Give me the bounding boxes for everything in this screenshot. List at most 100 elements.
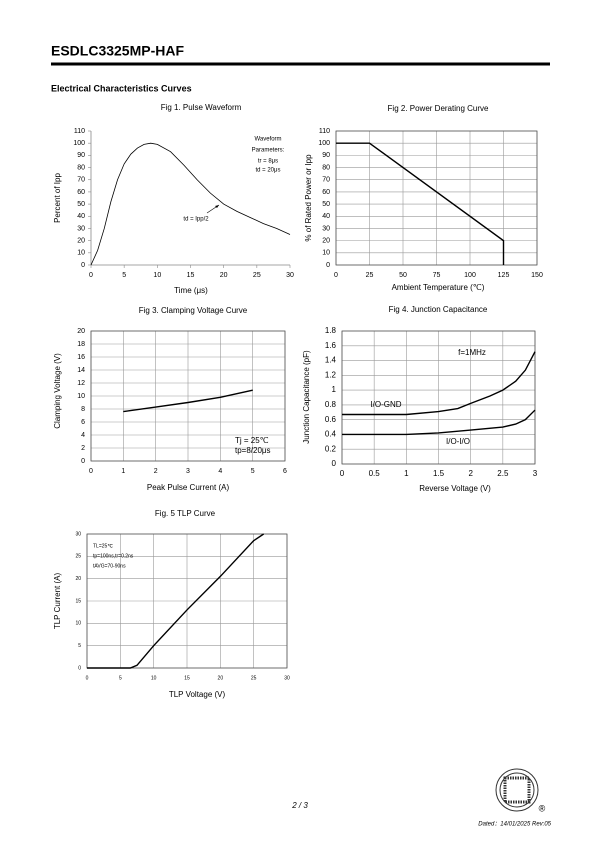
y-tick-label: 20 [75, 576, 81, 582]
y-tick-label: 20 [77, 328, 85, 335]
x-axis-label: Reverse Voltage (V) [419, 484, 491, 493]
y-tick-label: 60 [322, 189, 330, 196]
x-tick-label: 10 [151, 675, 157, 681]
y-tick-label: 90 [77, 152, 85, 159]
y-axis-label: TLP Current (A) [53, 573, 62, 630]
y-tick-label: 0 [78, 665, 81, 671]
plot-frame [90, 330, 286, 462]
plot-frame [86, 533, 288, 669]
x-axis-label: TLP Voltage (V) [169, 690, 226, 699]
y-tick-label: 30 [75, 531, 81, 537]
y-tick-label: 70 [77, 177, 85, 184]
y-tick-label: 10 [77, 393, 85, 400]
y-tick-label: 30 [322, 225, 330, 232]
y-tick-label: 0 [81, 458, 85, 465]
x-tick-label: 150 [531, 272, 543, 279]
y-tick-label: 100 [318, 140, 330, 147]
x-tick-label: 1 [121, 468, 125, 475]
x-tick-label: 20 [218, 675, 224, 681]
y-tick-label: 1 [332, 385, 337, 394]
arrow-head [215, 205, 219, 208]
annotation: f=1MHz [458, 348, 486, 357]
series-label: I/O-I/O [446, 437, 470, 446]
y-tick-label: 10 [322, 250, 330, 257]
y-tick-label: 100 [73, 140, 85, 147]
logo [495, 768, 539, 812]
annotation: tp=100ns,tr=0.2ns [93, 553, 134, 559]
y-tick-label: 110 [74, 128, 85, 135]
chart-title: Fig 4. Junction Capacitance [389, 305, 488, 314]
series-line [123, 389, 253, 413]
y-tick-label: 60 [77, 189, 85, 196]
y-tick-label: 40 [77, 213, 85, 220]
chart-title: Fig 1. Pulse Waveform [161, 103, 242, 112]
y-tick-label: 20 [322, 237, 330, 244]
x-tick-label: 6 [283, 468, 287, 475]
x-tick-label: 15 [187, 272, 195, 279]
annotation: Parameters: [252, 148, 285, 154]
y-tick-label: 90 [322, 152, 330, 159]
x-tick-label: 15 [184, 675, 190, 681]
y-tick-label: 16 [77, 354, 85, 361]
x-tick-label: 125 [498, 272, 510, 279]
x-axis-label: Time (μs) [174, 286, 208, 295]
y-tick-label: 70 [322, 177, 330, 184]
chart-title: Fig. 5 TLP Curve [155, 509, 216, 518]
x-axis-label: Ambient Temperature (℃) [392, 283, 485, 292]
section-title: Electrical Characteristics Curves [51, 83, 192, 93]
y-tick-label: 30 [77, 225, 85, 232]
y-axis-label: Percent of Ipp [53, 173, 62, 223]
x-tick-label: 2.5 [497, 469, 509, 478]
x-tick-label: 0.5 [369, 469, 381, 478]
annotation: td = 20μs [256, 168, 281, 174]
y-axis-label: Clamping Voltage (V) [53, 353, 62, 429]
y-tick-label: 50 [77, 201, 85, 208]
x-tick-label: 30 [284, 675, 290, 681]
y-tick-label: 0.2 [325, 444, 337, 453]
y-tick-label: 20 [77, 237, 85, 244]
x-tick-label: 75 [433, 272, 441, 279]
y-tick-label: 0 [326, 262, 330, 269]
x-tick-label: 5 [251, 468, 255, 475]
dated: Dated：14/01/2025 Rev:05 [478, 822, 551, 828]
y-tick-label: 1.8 [325, 326, 337, 335]
y-tick-label: 1.6 [325, 341, 337, 350]
y-axis-label: % of Rated Power or Ipp [304, 154, 313, 242]
annotation: tr = 8μs [258, 159, 278, 165]
y-tick-label: 6 [81, 419, 85, 426]
y-tick-label: 4 [81, 432, 85, 439]
x-tick-label: 0 [340, 469, 345, 478]
x-tick-label: 2 [154, 468, 158, 475]
y-tick-label: 0.6 [325, 415, 337, 424]
y-tick-label: 50 [322, 201, 330, 208]
x-tick-label: 1.5 [433, 469, 445, 478]
y-tick-label: 10 [77, 250, 85, 257]
doc-title: ESDLC3325MP-HAF [51, 43, 184, 59]
annotation: Waveform [254, 137, 281, 143]
y-tick-label: 40 [322, 213, 330, 220]
y-tick-label: 14 [77, 367, 85, 374]
x-tick-label: 25 [366, 272, 374, 279]
x-tick-label: 3 [533, 469, 538, 478]
y-tick-label: 18 [77, 341, 85, 348]
y-tick-label: 12 [77, 380, 85, 387]
page-number: 2 / 3 [291, 801, 308, 810]
y-tick-label: 10 [75, 621, 81, 627]
y-tick-label: 2 [81, 445, 85, 452]
y-tick-label: 80 [322, 164, 330, 171]
x-tick-label: 0 [334, 272, 338, 279]
x-tick-label: 10 [153, 272, 161, 279]
annotation: tp=8/20μs [235, 446, 271, 455]
series-line [342, 409, 536, 436]
x-tick-label: 5 [119, 675, 122, 681]
x-tick-label: 20 [220, 272, 228, 279]
chart-title: Fig 3. Clamping Voltage Curve [139, 306, 248, 315]
plot-frame [335, 130, 538, 266]
x-tick-label: 30 [286, 272, 294, 279]
x-tick-label: 50 [399, 272, 407, 279]
x-tick-label: 3 [186, 468, 190, 475]
annotation: td = Ipp/2 [183, 217, 209, 223]
x-tick-label: 4 [218, 468, 222, 475]
